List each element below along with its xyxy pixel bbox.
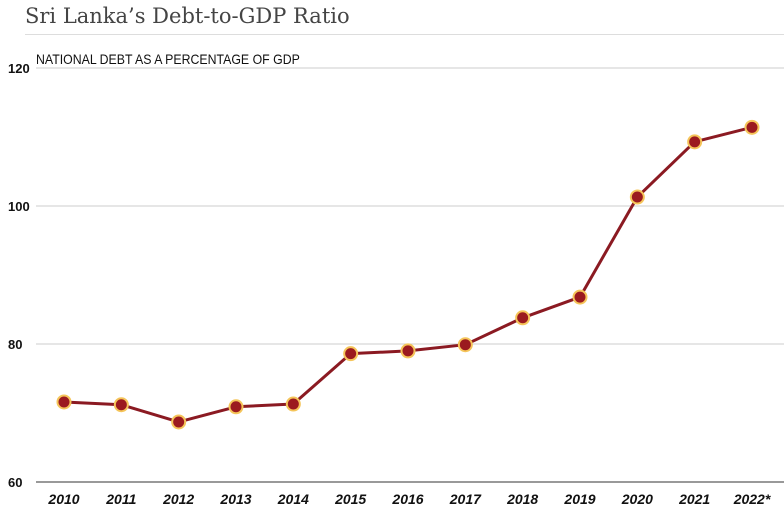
x-tick-label: 2020	[621, 491, 653, 507]
x-tick-label: 2012	[162, 491, 194, 507]
x-tick-label: 2019	[563, 491, 595, 507]
data-point	[343, 346, 359, 362]
data-point	[629, 189, 645, 205]
y-tick-label: 80	[8, 337, 22, 352]
x-tick-label: 2022*	[733, 491, 771, 507]
y-tick-label: 100	[8, 199, 30, 214]
data-point	[400, 343, 416, 359]
y-tick-label: 120	[8, 61, 30, 76]
data-point	[56, 394, 72, 410]
x-tick-label: 2017	[449, 491, 482, 507]
x-tick-label: 2016	[391, 491, 423, 507]
y-tick-label: 60	[8, 475, 22, 490]
x-tick-label: 2015	[334, 491, 366, 507]
data-point	[515, 310, 531, 326]
chart-subtitle: NATIONAL DEBT AS A PERCENTAGE OF GDP	[36, 51, 300, 67]
data-point	[687, 134, 703, 150]
x-tick-label: 2021	[678, 491, 710, 507]
data-point	[744, 119, 760, 135]
x-tick-label: 2018	[506, 491, 538, 507]
x-tick-label: 2013	[219, 491, 251, 507]
chart-title: Sri Lanka’s Debt-to-GDP Ratio	[25, 4, 350, 28]
data-point	[228, 399, 244, 415]
data-point	[457, 337, 473, 353]
data-point	[113, 397, 129, 413]
series-line	[63, 125, 753, 424]
data-point	[572, 289, 588, 305]
data-point	[285, 396, 301, 412]
data-point	[171, 414, 187, 430]
x-tick-label: 2010	[47, 491, 79, 507]
x-tick-label: 2014	[277, 491, 309, 507]
x-tick-label: 2011	[105, 491, 136, 507]
title-divider	[25, 34, 784, 35]
